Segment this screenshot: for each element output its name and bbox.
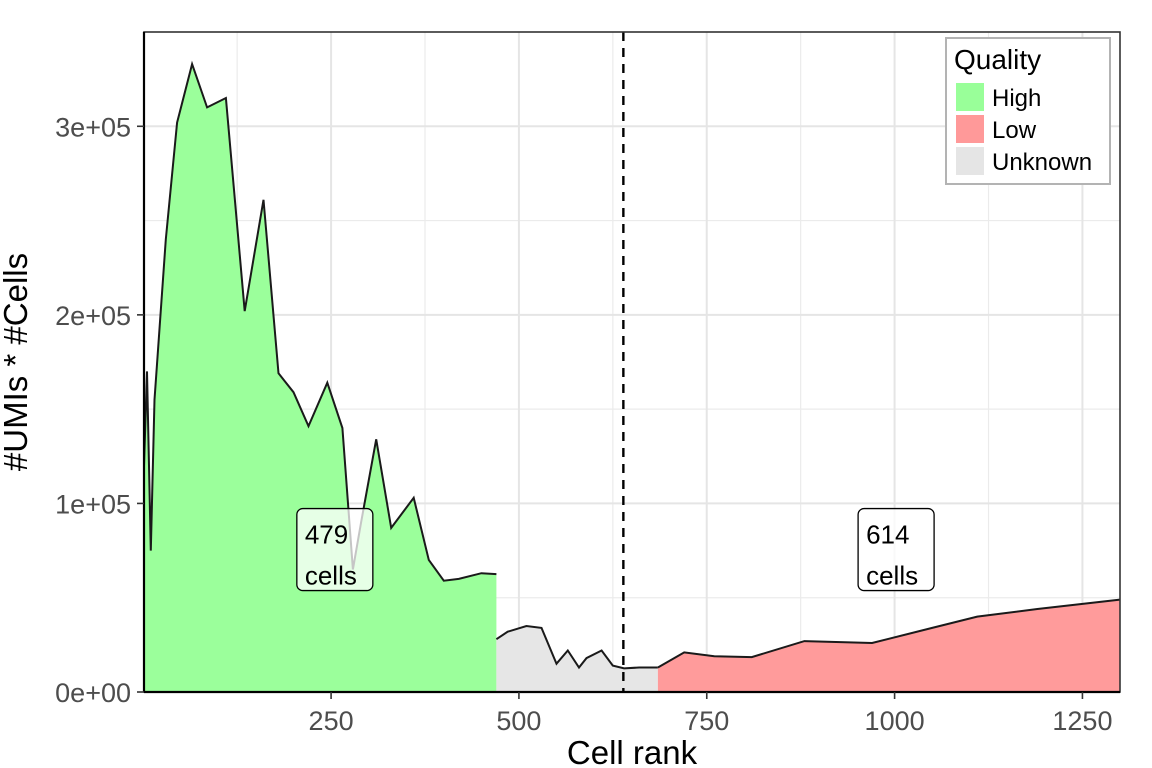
x-axis-title: Cell rank — [567, 734, 698, 768]
annotation-0: 479 cells — [296, 507, 374, 592]
y-axis-ticks: 0e+00 1e+05 2e+05 3e+05 — [55, 112, 144, 708]
legend-label-unknown: Unknown — [992, 149, 1092, 176]
outline-high — [143, 60, 497, 582]
y-tick-label: 3e+05 — [55, 112, 131, 142]
x-tick-label: 1250 — [1052, 706, 1112, 736]
annotation-1: 614 cells — [857, 507, 935, 592]
area-unknown — [496, 626, 658, 692]
area-high — [144, 64, 497, 693]
annotation-box — [857, 507, 935, 592]
legend-key-high — [956, 83, 984, 111]
y-tick-label: 2e+05 — [55, 301, 131, 331]
y-tick-label: 0e+00 — [55, 678, 131, 708]
area-low — [657, 599, 1120, 692]
legend: Quality High Low Unknown — [945, 37, 1111, 185]
area-series — [143, 60, 1121, 693]
x-tick-label: 750 — [684, 706, 729, 736]
annotation-count: 614 — [866, 520, 909, 550]
legend-title: Quality — [954, 44, 1041, 75]
y-tick-label: 1e+05 — [55, 489, 131, 519]
annotation-box — [296, 507, 374, 592]
legend-label-high: High — [992, 85, 1041, 112]
legend-label-low: Low — [992, 117, 1037, 144]
annotation-count: 479 — [305, 520, 348, 550]
x-tick-label: 500 — [496, 706, 541, 736]
y-axis-title: #UMIs * #Cells — [0, 253, 34, 471]
annotation-unit: cells — [305, 561, 357, 591]
cell-count-annotations: 479 cells 614 cells — [296, 507, 935, 592]
x-tick-label: 1000 — [865, 706, 925, 736]
x-axis-ticks: 250 500 750 1000 1250 — [309, 692, 1112, 736]
outline-low — [657, 598, 1121, 669]
legend-key-unknown — [956, 147, 984, 175]
legend-key-low — [956, 115, 984, 143]
x-tick-label: 250 — [309, 706, 354, 736]
annotation-unit: cells — [866, 561, 918, 591]
outline-unknown — [495, 624, 658, 670]
